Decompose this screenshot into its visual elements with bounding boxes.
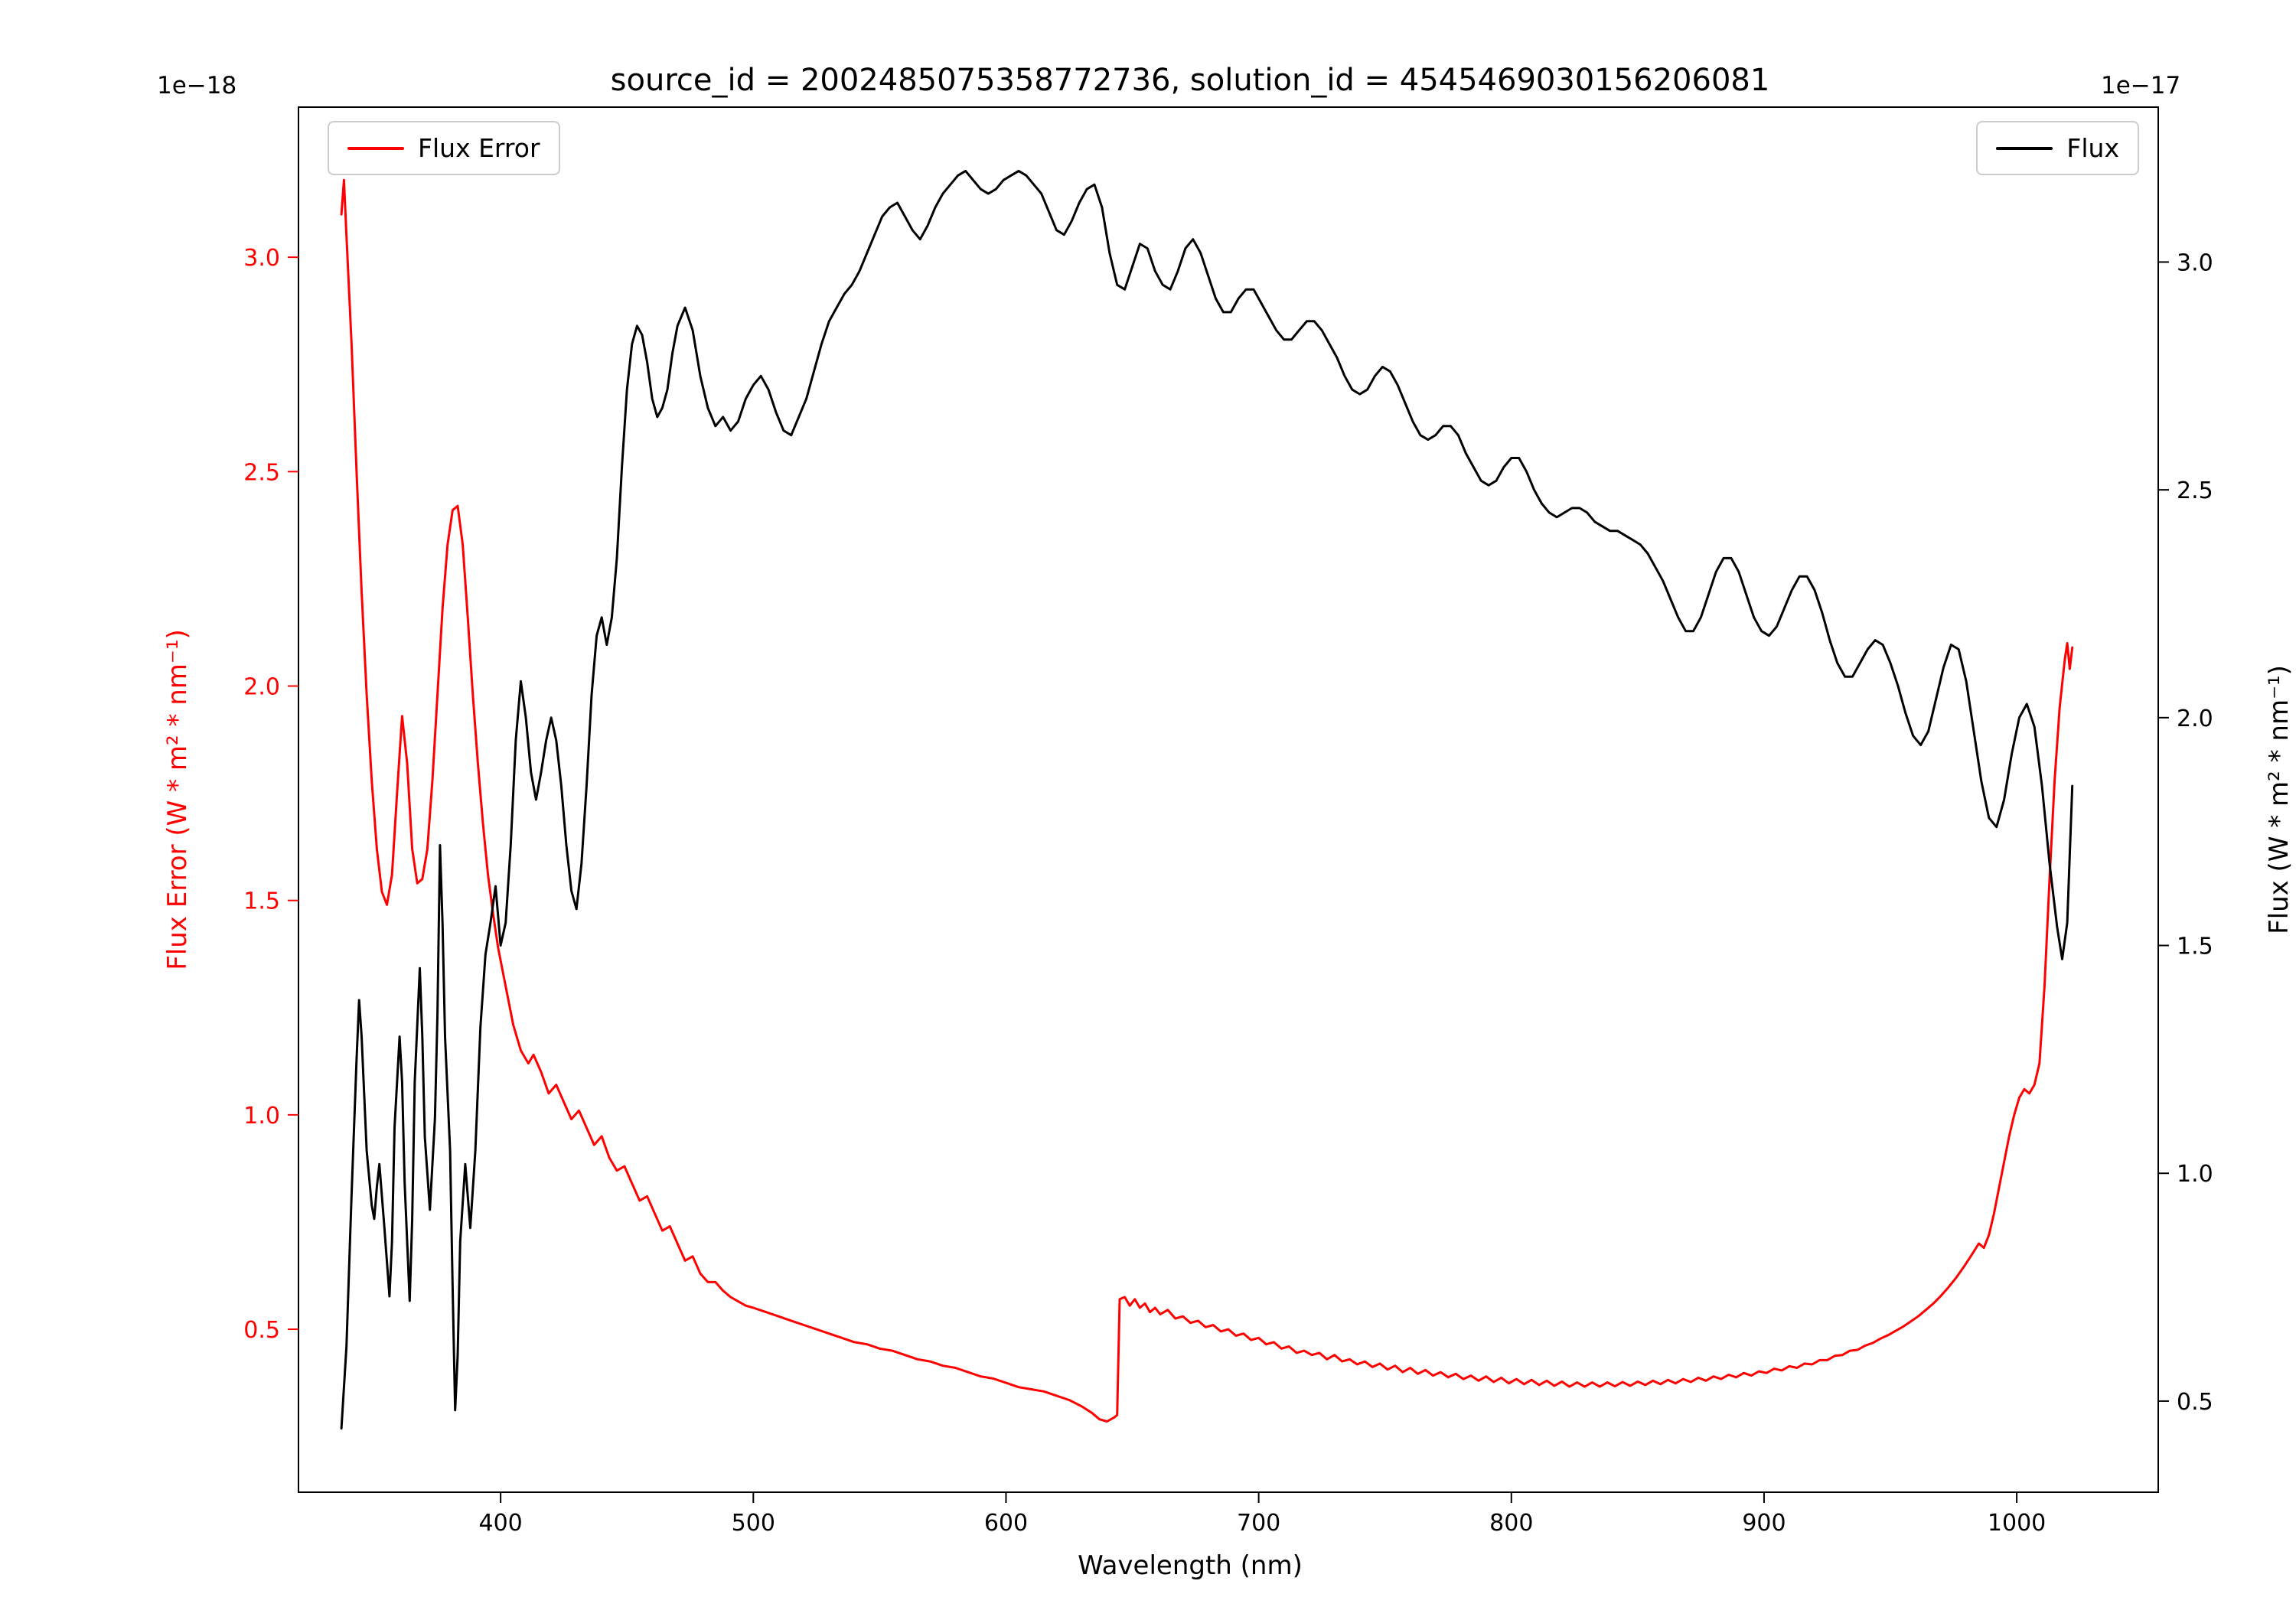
legend-flux-error-label: Flux Error	[418, 133, 540, 163]
x-axis-label: Wavelength (nm)	[1078, 1550, 1303, 1581]
left-y-tick-label: 1.5	[243, 888, 280, 915]
right-y-tick-label: 3.0	[2177, 249, 2213, 276]
left-y-tick-label: 1.0	[243, 1103, 280, 1129]
left-y-tick-label: 2.0	[243, 674, 280, 701]
right-y-tick-label: 2.5	[2177, 478, 2213, 504]
x-tick-label: 1000	[1988, 1510, 2046, 1537]
x-tick-label: 600	[984, 1510, 1028, 1537]
left-y-tick-label: 3.0	[243, 245, 280, 272]
flux-error-line	[340, 178, 2074, 1423]
right-y-tick-label: 1.0	[2177, 1161, 2213, 1188]
right-axis-scale-offset: 1e−17	[2101, 72, 2181, 99]
legend-flux-label: Flux	[2066, 133, 2119, 163]
left-y-axis-label: Flux Error (W * m² * nm⁻¹)	[162, 629, 193, 970]
flux-line	[340, 169, 2074, 1430]
legend-flux: Flux	[1976, 121, 2139, 175]
x-tick-label: 800	[1489, 1510, 1533, 1537]
flux-line-sample	[1996, 146, 2053, 150]
right-y-tick-label: 1.5	[2177, 934, 2213, 960]
x-tick-label: 400	[478, 1510, 522, 1537]
legend-flux-error: Flux Error	[328, 121, 560, 175]
right-y-tick-label: 0.5	[2177, 1389, 2213, 1416]
right-y-tick-label: 2.0	[2177, 706, 2213, 732]
x-tick-label: 700	[1237, 1510, 1280, 1537]
left-axis-scale-offset: 1e−18	[157, 72, 237, 99]
x-tick-label: 900	[1742, 1510, 1786, 1537]
right-y-axis-label: Flux (W * m² * nm⁻¹)	[2264, 665, 2294, 934]
left-y-tick-label: 0.5	[243, 1317, 280, 1344]
left-y-tick-label: 2.5	[243, 459, 280, 486]
plot-title: source_id = 2002485075358772736, solutio…	[610, 63, 1770, 98]
x-tick-label: 500	[732, 1510, 775, 1537]
flux-error-line-sample	[347, 146, 404, 150]
axes-frame	[298, 106, 2159, 1493]
